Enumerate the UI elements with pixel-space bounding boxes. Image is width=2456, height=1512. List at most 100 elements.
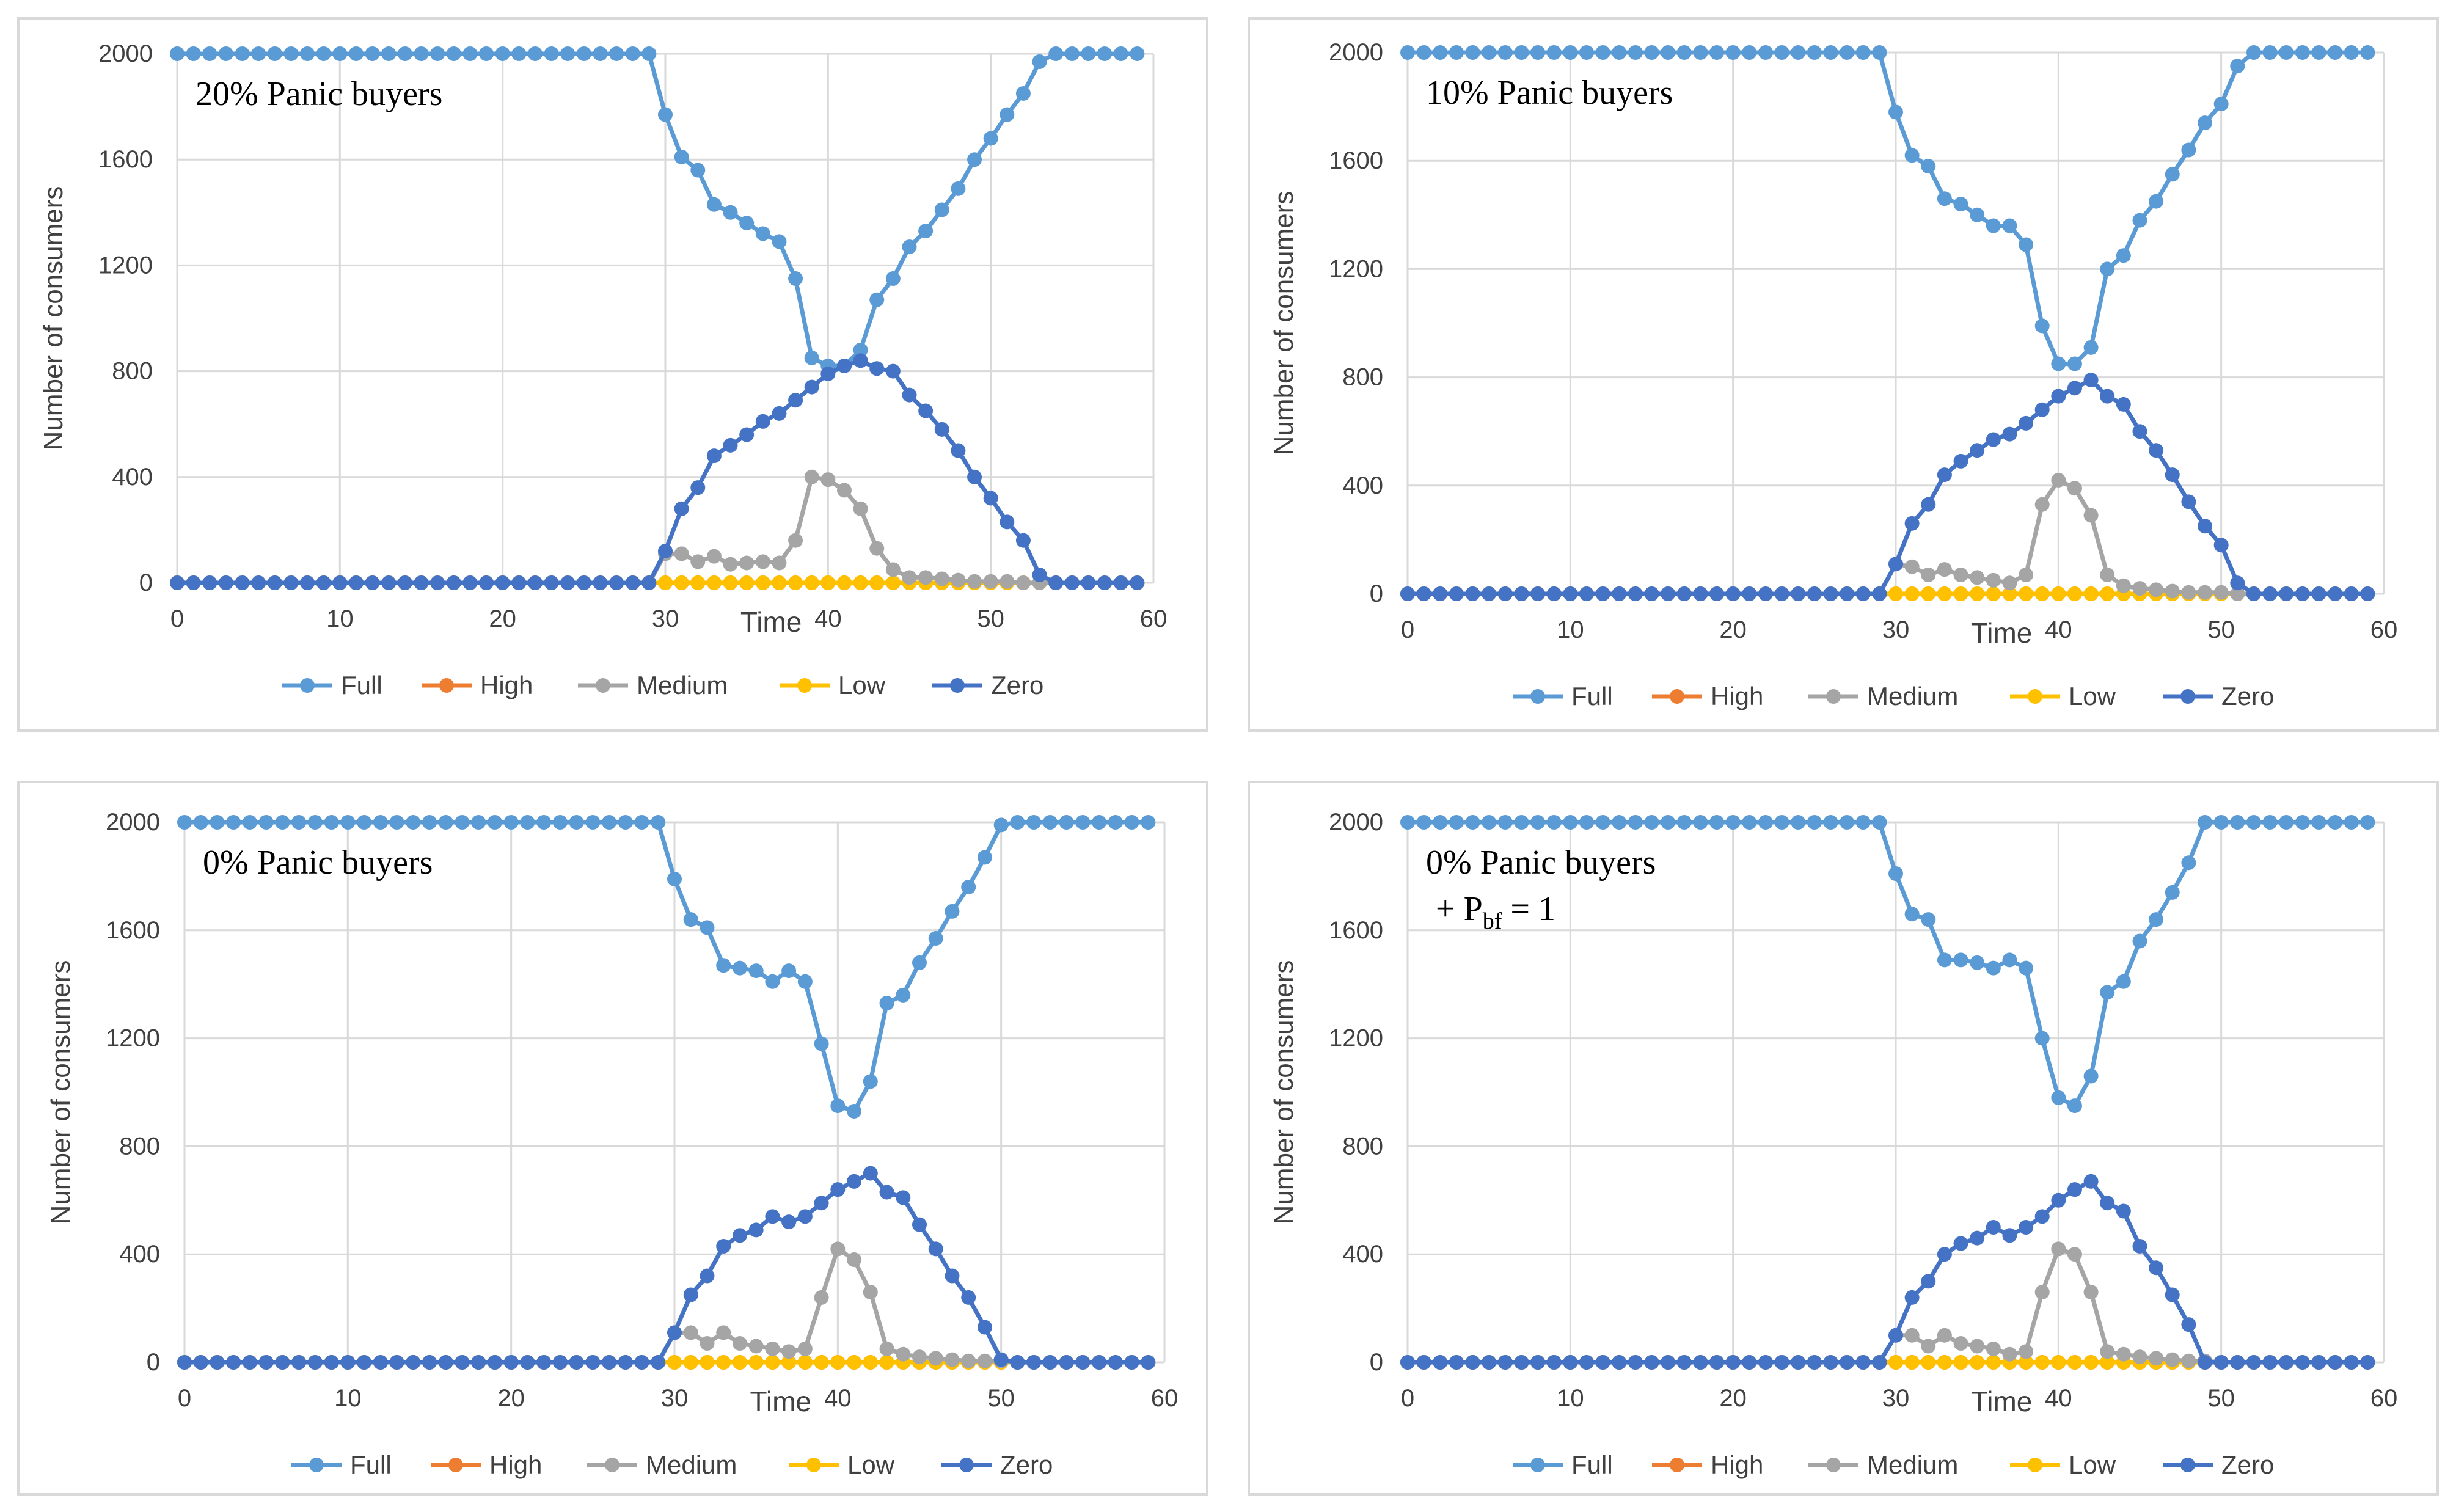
data-point-medium (2165, 583, 2180, 599)
legend-swatch-marker (959, 1458, 974, 1472)
legend-swatch-marker (950, 678, 965, 693)
data-point-zero (2360, 1355, 2375, 1370)
data-point-medium (2067, 481, 2082, 496)
data-point-full (896, 987, 911, 1003)
data-point-medium (928, 1351, 943, 1366)
data-point-zero (755, 414, 770, 429)
panel-annotation: 20% Panic buyers (196, 75, 442, 113)
data-point-full (1530, 815, 1546, 830)
y-tick-label: 800 (112, 358, 153, 385)
data-point-zero (2360, 586, 2375, 601)
data-point-zero (634, 1355, 649, 1370)
data-point-full (389, 815, 404, 830)
data-point-zero (1807, 1355, 1822, 1370)
data-point-zero (267, 575, 282, 590)
data-point-zero (348, 575, 364, 590)
data-point-full (1709, 45, 1725, 60)
data-point-medium (2051, 472, 2066, 488)
legend: Full High Medium Low Zero (282, 671, 1043, 699)
data-point-full (283, 46, 299, 61)
data-point-zero (2311, 586, 2326, 601)
data-point-zero (804, 379, 819, 395)
data-point-full (674, 149, 689, 164)
data-point-zero (2344, 1355, 2359, 1370)
legend-label: Zero (991, 671, 1043, 699)
data-point-full (1563, 45, 1578, 60)
legend-swatch-marker (1530, 689, 1545, 704)
data-point-low (732, 1355, 747, 1370)
data-point-full (641, 46, 657, 61)
data-point-zero (1840, 586, 1855, 601)
data-point-zero (1048, 575, 1064, 590)
data-point-full (226, 815, 241, 830)
data-point-zero (202, 575, 217, 590)
data-point-zero (1530, 586, 1546, 601)
data-point-medium (1953, 1336, 1968, 1351)
data-point-full (430, 46, 445, 61)
data-point-zero (1855, 586, 1871, 601)
data-point-zero (1774, 586, 1789, 601)
legend-item-high: High (1652, 682, 1763, 710)
data-point-full (951, 181, 966, 196)
chart-20pct-panic-buyers: 0 400 800 1200 1600 2000 0 10 20 30 40 50 60 Number o… (38, 40, 1167, 699)
data-point-full (1953, 197, 1968, 212)
data-point-full (2230, 815, 2245, 830)
annotation-text: 0% Panic buyers (203, 844, 433, 882)
data-point-zero (1433, 1355, 1448, 1370)
data-point-zero (1064, 575, 1080, 590)
data-point-zero (1514, 1355, 1529, 1370)
x-tick-label: 0 (178, 1385, 191, 1412)
x-tick-label: 40 (2045, 616, 2072, 643)
data-point-zero (300, 575, 315, 590)
data-point-zero (389, 1355, 404, 1370)
data-point-zero (1113, 575, 1128, 590)
data-point-medium (977, 1353, 992, 1368)
data-point-zero (993, 1352, 1009, 1367)
data-point-low (853, 575, 868, 590)
legend-label: Medium (1867, 1450, 1958, 1479)
data-point-medium (879, 1341, 894, 1356)
data-point-full (788, 271, 803, 287)
data-point-zero (1709, 586, 1725, 601)
data-point-zero (1433, 586, 1448, 601)
data-point-medium (2181, 1353, 2196, 1368)
data-point-full (1026, 815, 1042, 830)
data-point-zero (772, 406, 787, 421)
data-point-full (471, 815, 486, 830)
data-point-zero (1546, 586, 1562, 601)
data-point-full (324, 815, 339, 830)
series-full (170, 46, 1145, 373)
data-point-full (1758, 45, 1773, 60)
legend-item-full: Full (282, 671, 382, 699)
legend-item-low: Low (780, 671, 886, 699)
data-point-zero (2262, 586, 2278, 601)
y-tick-label: 0 (1370, 580, 1383, 607)
data-point-low (830, 1355, 846, 1370)
legend-item-high: High (1652, 1450, 1763, 1479)
data-point-zero (830, 1182, 846, 1197)
y-tick-label: 800 (1342, 364, 1383, 391)
data-point-full (2213, 815, 2229, 830)
data-point-low (847, 1355, 862, 1370)
data-point-full (1064, 46, 1080, 61)
x-axis-label: Time (750, 1386, 812, 1417)
x-axis-label: Time (1971, 1386, 2033, 1417)
data-point-zero (1579, 1355, 1594, 1370)
data-point-full (781, 963, 797, 979)
data-point-low (1904, 586, 1920, 601)
legend-label: High (1711, 1450, 1763, 1479)
legend-item-low: Low (2010, 682, 2116, 710)
data-point-full (2344, 815, 2359, 830)
data-point-full (2132, 933, 2147, 949)
data-point-zero (1400, 1355, 1415, 1370)
data-point-full (2116, 974, 2131, 989)
data-point-full (1546, 45, 1562, 60)
data-point-full (2165, 885, 2180, 900)
data-point-full (716, 958, 731, 973)
data-point-full (1042, 815, 1058, 830)
x-tick-label: 10 (334, 1385, 362, 1412)
data-point-full (202, 46, 217, 61)
legend-item-low: Low (789, 1450, 895, 1479)
data-point-zero (1921, 1274, 1936, 1289)
data-point-zero (1742, 1355, 1757, 1370)
